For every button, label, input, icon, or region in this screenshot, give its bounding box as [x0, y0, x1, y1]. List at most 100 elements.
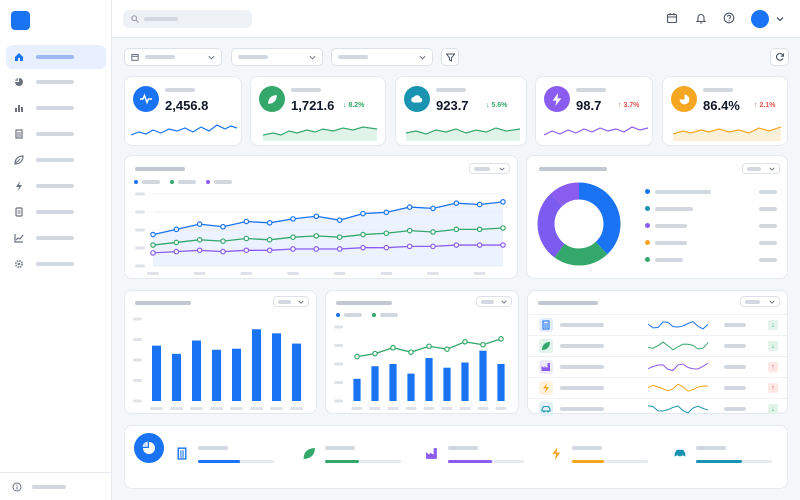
- car-icon: [673, 446, 687, 460]
- data-point: [336, 217, 343, 223]
- pie-slice: [537, 182, 621, 266]
- top-bar: [112, 0, 800, 38]
- sidebar-item-settings[interactable]: [6, 252, 106, 276]
- kpi-card[interactable]: 2,456.8: [124, 76, 242, 146]
- x-tick-label: [405, 407, 417, 410]
- sidebar-item-analytics[interactable]: [6, 70, 106, 94]
- sidebar-item-energy[interactable]: [6, 174, 106, 198]
- refresh-button[interactable]: [770, 48, 789, 66]
- factory-icon: [539, 360, 553, 374]
- bar: [212, 349, 221, 401]
- pie-chart-icon: [14, 77, 24, 87]
- arrow-up-icon: ↑: [768, 362, 778, 372]
- period-select[interactable]: [740, 296, 780, 307]
- summary-item[interactable]: [549, 446, 667, 470]
- chevron-down-icon: [769, 166, 775, 172]
- data-point: [220, 223, 226, 230]
- kpi-sparkline: [406, 127, 520, 141]
- summary-item[interactable]: [175, 446, 293, 470]
- data-point: [150, 250, 156, 256]
- data-point: [196, 247, 203, 254]
- bolt-icon: [14, 181, 24, 191]
- x-tick-label: [190, 407, 203, 410]
- table-row[interactable]: ↓: [528, 314, 787, 335]
- leaf-icon: [302, 446, 316, 460]
- table-row[interactable]: ↑: [528, 356, 787, 377]
- bell-icon[interactable]: [695, 12, 709, 26]
- data-point: [266, 237, 273, 243]
- sidebar-item-home[interactable]: [6, 45, 106, 69]
- sidebar-item-documents[interactable]: [6, 200, 106, 224]
- kpi-delta: ↓ 5.6%: [486, 102, 508, 109]
- data-point: [150, 242, 156, 248]
- kpi-card[interactable]: 923.7 ↓ 5.6%: [395, 76, 527, 146]
- kpi-card[interactable]: 1,721.6 ↓ 8.2%: [250, 76, 386, 146]
- kpi-card[interactable]: 86.4% ↑ 2.1%: [662, 76, 788, 146]
- chevron-down-icon: [298, 299, 304, 305]
- table-row[interactable]: ↓: [528, 335, 787, 356]
- arrow-down-icon: ↓: [768, 404, 778, 414]
- data-point: [498, 336, 504, 342]
- sidebar-item-sustainability[interactable]: [6, 148, 106, 172]
- progress-bar: [448, 460, 524, 463]
- table-row[interactable]: ↑: [528, 377, 787, 398]
- y-tick-label: [334, 381, 343, 384]
- bar-chart-card: [124, 290, 317, 414]
- site-select[interactable]: [231, 48, 323, 66]
- chevron-down-icon: [419, 54, 426, 61]
- progress-bar: [198, 460, 274, 463]
- data-point: [173, 248, 180, 255]
- pie-chart-icon: [671, 86, 697, 112]
- data-point: [453, 242, 460, 248]
- home-icon: [14, 52, 24, 62]
- donut-chart: [537, 182, 621, 266]
- table-row[interactable]: ↓: [528, 398, 787, 419]
- x-tick-label: [170, 407, 183, 410]
- data-point: [266, 247, 273, 254]
- bar: [479, 350, 487, 401]
- y-tick-label: [133, 317, 142, 321]
- bar: [252, 329, 261, 401]
- date-range-select[interactable]: [124, 48, 222, 66]
- data-point: [360, 210, 366, 217]
- calendar-icon: [131, 53, 139, 61]
- series-line: [152, 227, 504, 246]
- data-point: [430, 243, 436, 250]
- y-tick-label: [135, 192, 145, 196]
- combo-chart-card: [325, 290, 519, 414]
- data-point: [430, 229, 436, 235]
- summary-item[interactable]: [673, 446, 791, 470]
- data-point: [220, 238, 226, 244]
- kpi-value: 86.4%: [703, 98, 740, 113]
- sidebar-item-trends[interactable]: [6, 226, 106, 250]
- refresh-icon: [775, 52, 785, 62]
- period-select[interactable]: [476, 296, 512, 307]
- kpi-card[interactable]: 98.7 ↑ 3.7%: [535, 76, 653, 146]
- sidebar-footer[interactable]: [0, 472, 111, 500]
- sidebar-item-buildings[interactable]: [6, 122, 106, 146]
- summary-item[interactable]: [302, 446, 420, 470]
- avatar[interactable]: [751, 10, 769, 28]
- data-point: [476, 242, 483, 248]
- period-select[interactable]: [742, 163, 780, 174]
- y-tick-label: [133, 379, 142, 382]
- filter-button[interactable]: [441, 48, 459, 66]
- kpi-sparkline: [673, 126, 781, 141]
- data-point: [383, 230, 390, 237]
- help-icon[interactable]: [723, 12, 737, 26]
- series-line: [152, 244, 503, 254]
- data-point: [453, 226, 460, 233]
- data-point: [383, 244, 390, 251]
- search-input[interactable]: [123, 10, 252, 28]
- calendar-icon[interactable]: [666, 12, 680, 26]
- sidebar-item-reports[interactable]: [6, 96, 106, 120]
- leaf-icon: [259, 86, 285, 112]
- data-point: [476, 201, 483, 208]
- period-select[interactable]: [273, 296, 309, 307]
- summary-card: [124, 425, 788, 489]
- app-logo[interactable]: [11, 11, 30, 30]
- chevron-down-icon[interactable]: [775, 14, 789, 28]
- category-select[interactable]: [331, 48, 433, 66]
- summary-item[interactable]: [425, 446, 543, 470]
- period-select[interactable]: [469, 163, 510, 174]
